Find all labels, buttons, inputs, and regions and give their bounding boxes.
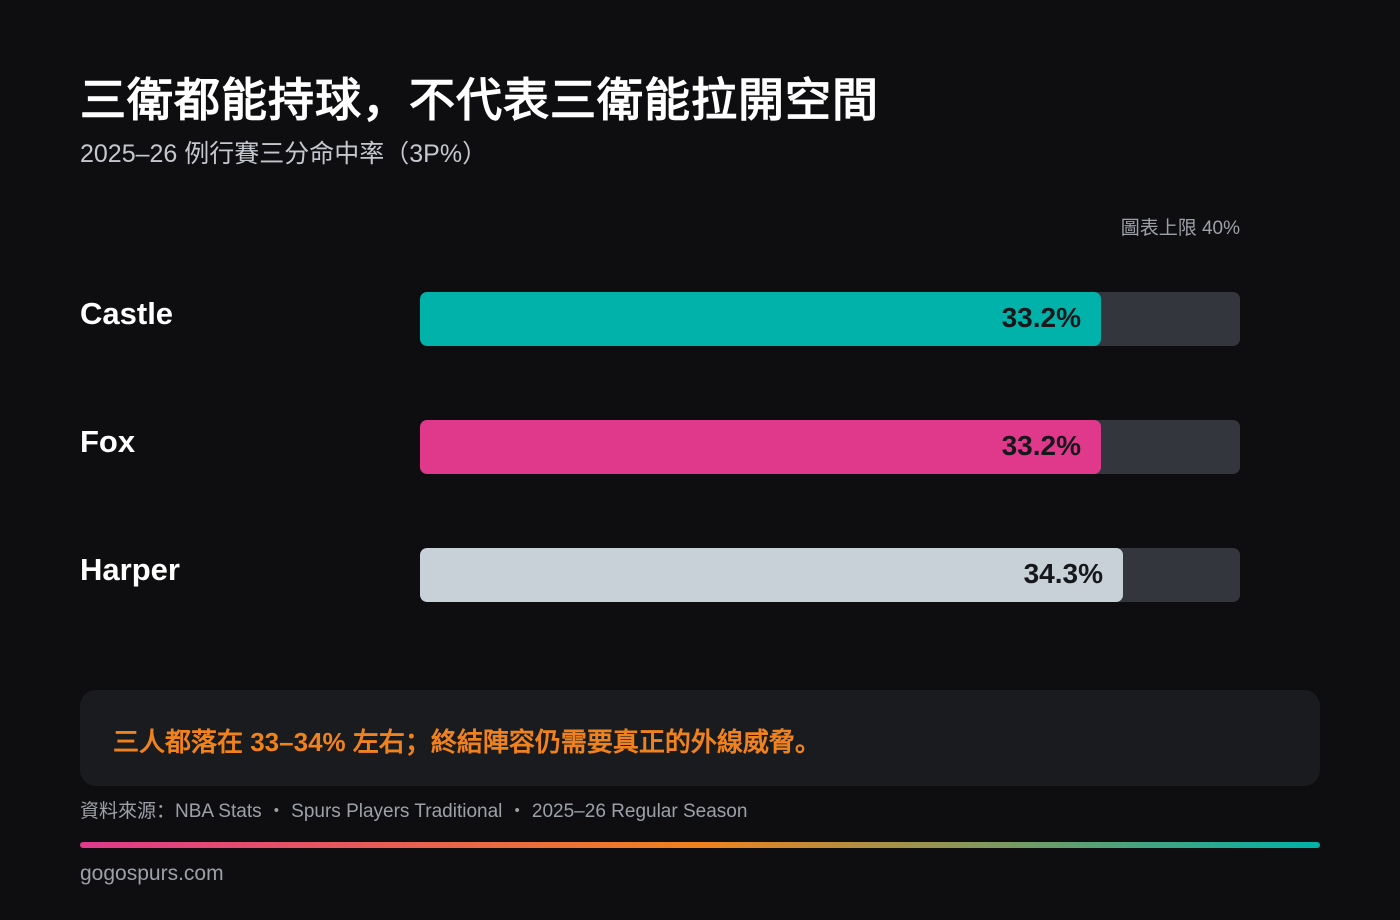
- site-url[interactable]: gogospurs.com: [80, 862, 224, 885]
- chart-subtitle: 2025–26 例行賽三分命中率（3P%）: [80, 140, 488, 168]
- bar-fill: 33.2%: [420, 420, 1101, 474]
- bar-row-fox: Fox 33.2%: [0, 420, 1400, 474]
- player-label: Harper: [80, 552, 180, 587]
- chart-title: 三衛都能持球，不代表三衛能拉開空間: [80, 74, 879, 126]
- bar-track: 34.3%: [420, 548, 1240, 602]
- bar-fill: 33.2%: [420, 292, 1101, 346]
- takeaway-box: 三人都落在 33–34% 左右；終結陣容仍需要真正的外線威脅。: [80, 690, 1320, 786]
- bar-value-label: 34.3%: [1023, 558, 1103, 589]
- bar-row-castle: Castle 33.2%: [0, 292, 1400, 346]
- scale-cap-label: 圖表上限 40%: [1120, 218, 1240, 239]
- source-line: 資料來源：NBA Stats ・ Spurs Players Tradition…: [80, 801, 748, 822]
- bar-value-label: 33.2%: [1001, 430, 1081, 461]
- bar-value-label: 33.2%: [1001, 302, 1081, 333]
- gradient-rule: [80, 842, 1320, 848]
- bar-track: 33.2%: [420, 420, 1240, 474]
- bar-row-harper: Harper 34.3%: [0, 548, 1400, 602]
- bar-track: 33.2%: [420, 292, 1240, 346]
- player-label: Castle: [80, 296, 174, 331]
- takeaway-text: 三人都落在 33–34% 左右；終結陣容仍需要真正的外線威脅。: [113, 727, 821, 757]
- player-label: Fox: [80, 424, 136, 459]
- bar-fill: 34.3%: [420, 548, 1123, 602]
